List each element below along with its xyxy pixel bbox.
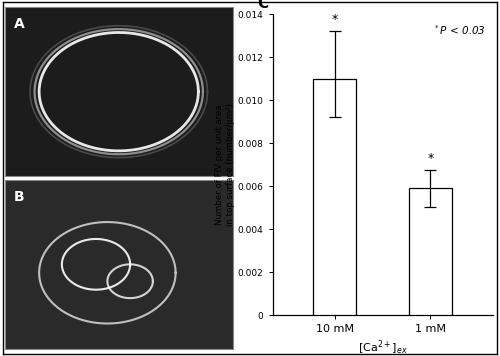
Text: $^*$P < 0.03: $^*$P < 0.03	[433, 23, 486, 37]
X-axis label: [Ca$^{2+}$]$_{ex}$: [Ca$^{2+}$]$_{ex}$	[358, 338, 408, 356]
Bar	[313, 79, 356, 315]
Text: B: B	[14, 190, 24, 204]
Bar	[409, 188, 452, 315]
Text: *: *	[332, 13, 338, 26]
Text: *: *	[427, 152, 434, 164]
Y-axis label: Number of FIV per unit area
in top surface (number/μm²): Number of FIV per unit area in top surfa…	[216, 103, 235, 226]
Text: C: C	[257, 0, 268, 11]
Text: A: A	[14, 17, 25, 31]
